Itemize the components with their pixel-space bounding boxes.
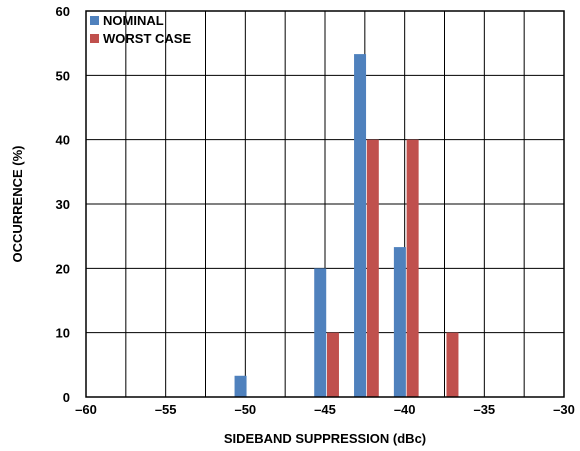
x-tick-label: –40 [394, 402, 416, 417]
bar-nominal [234, 375, 247, 397]
y-tick-label: 40 [56, 133, 70, 148]
bar-worst-case [406, 139, 419, 397]
y-tick-label: 30 [56, 197, 70, 212]
bar-worst-case [326, 332, 339, 397]
y-axis-title: OCCURRENCE (%) [10, 146, 25, 263]
bar-nominal [354, 54, 367, 397]
bar-worst-case [446, 332, 459, 397]
bar-worst-case [366, 139, 379, 397]
legend-swatch-nominal [90, 16, 99, 25]
x-tick-label: –55 [155, 402, 177, 417]
y-tick-labels: 0 10 20 30 40 50 60 [56, 4, 70, 405]
bar-nominal [393, 247, 406, 397]
y-tick-label: 60 [56, 4, 70, 19]
x-tick-label: –60 [75, 402, 97, 417]
y-tick-label: 0 [63, 390, 70, 405]
legend-label-nominal: NOMINAL [103, 13, 164, 28]
x-tick-labels: –60 –55 –50 –45 –40 –35 –30 [75, 402, 575, 417]
legend: NOMINAL WORST CASE [90, 13, 191, 46]
y-tick-label: 20 [56, 261, 70, 276]
legend-swatch-worst-case [90, 34, 99, 43]
plot-frame [85, 10, 565, 398]
legend-label-worst-case: WORST CASE [103, 31, 191, 46]
bar-nominal [314, 268, 327, 397]
x-tick-label: –50 [234, 402, 256, 417]
y-tick-label: 50 [56, 68, 70, 83]
x-tick-label: –30 [553, 402, 575, 417]
x-axis-title: SIDEBAND SUPPRESSION (dBc) [224, 431, 426, 446]
y-tick-label: 10 [56, 326, 70, 341]
x-tick-label: –45 [314, 402, 336, 417]
bars [234, 54, 459, 397]
x-tick-label: –35 [473, 402, 495, 417]
